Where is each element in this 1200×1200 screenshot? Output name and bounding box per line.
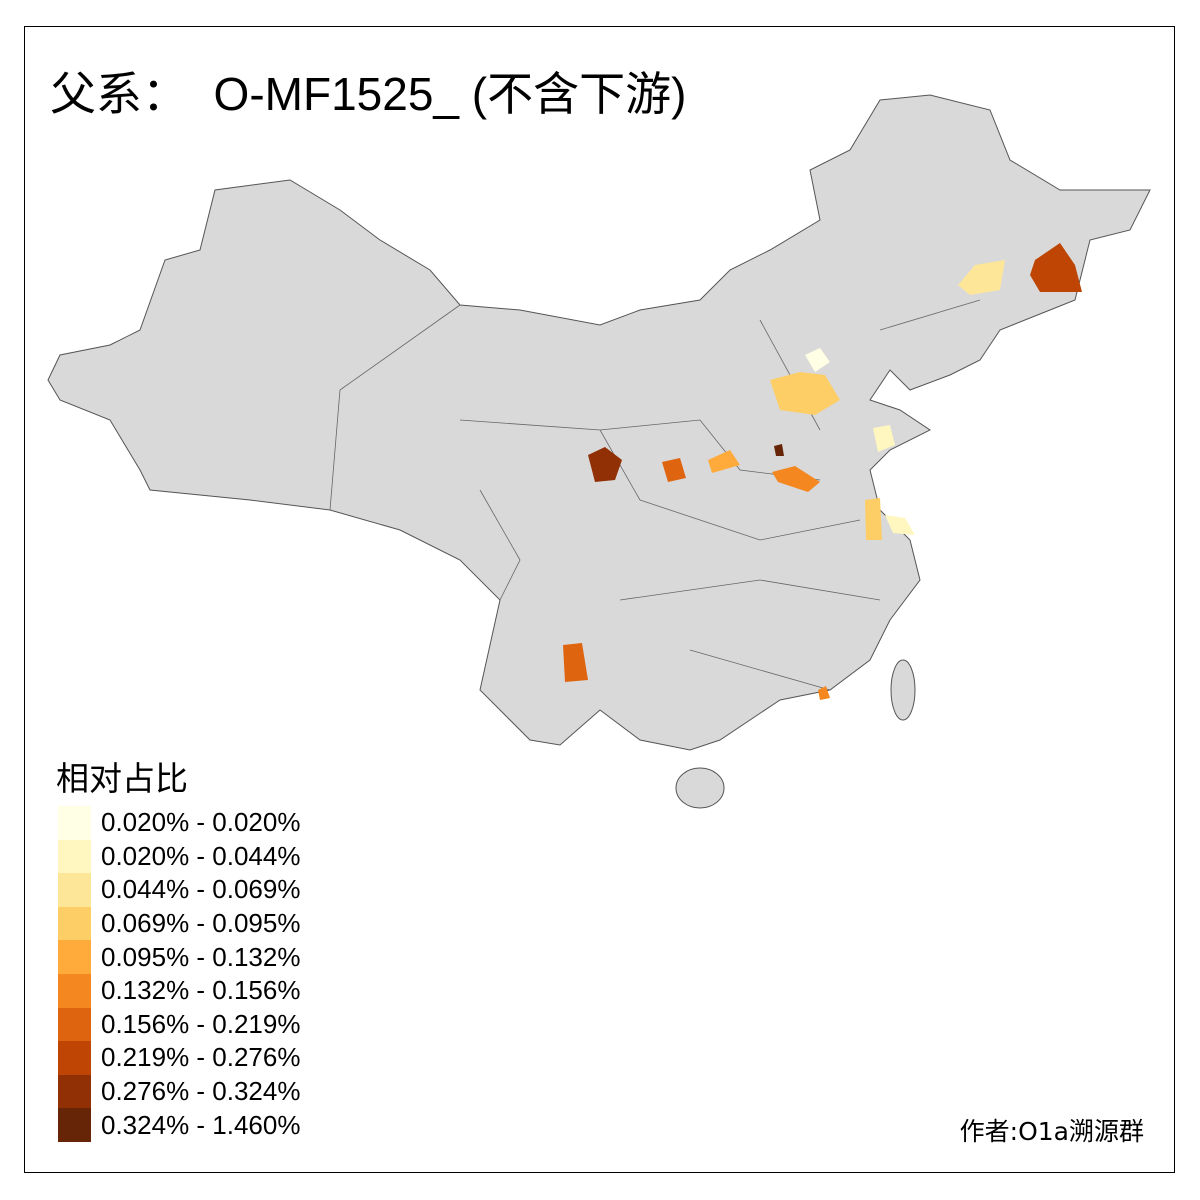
hainan: [675, 767, 725, 809]
region-shandong: [873, 425, 895, 452]
legend-item: 0.044% - 0.069%: [58, 873, 300, 907]
region-jilin: [958, 260, 1005, 295]
legend-item: 0.156% - 0.219%: [58, 1007, 301, 1042]
legend-label: 0.020% - 0.044%: [101, 840, 301, 871]
region-shaanxi: [662, 458, 686, 482]
legend-swatch: [58, 973, 91, 1008]
legend-label: 0.095% - 0.132%: [101, 941, 301, 972]
region-shanxi-south: [708, 450, 740, 473]
legend-swatch: [58, 839, 91, 874]
legend-item: 0.020% - 0.020%: [58, 806, 300, 840]
legend-label: 0.020% - 0.020%: [101, 807, 301, 838]
region-yunnan: [563, 643, 588, 682]
legend-label: 0.132% - 0.156%: [101, 975, 301, 1006]
legend-swatch: [58, 906, 91, 941]
author-credit: 作者:O1a溯源群: [959, 1117, 1144, 1146]
region-anhui: [865, 498, 882, 540]
region-henan: [772, 466, 820, 492]
region-henan-north: [774, 444, 784, 456]
legend-item: 0.276% - 0.324%: [58, 1074, 301, 1109]
legend-item: 0.069% - 0.095%: [58, 906, 301, 941]
legend-label: 0.276% - 0.324%: [101, 1076, 301, 1107]
legend-item: 0.132% - 0.156%: [58, 973, 301, 1008]
region-heilongjiang-east: [1030, 243, 1082, 292]
legend: 0.020% - 0.020% 0.020% - 0.044% 0.044% - 0…: [58, 806, 300, 1142]
legend-swatch: [58, 1007, 91, 1042]
legend-title: 相对占比: [56, 759, 188, 798]
highlighted-regions: [563, 243, 1082, 700]
legend-swatch: [58, 1108, 91, 1142]
map-title: 父系： O-MF1525_ (不含下游): [50, 68, 687, 120]
legend-swatch: [58, 1041, 91, 1075]
legend-label: 0.156% - 0.219%: [101, 1008, 301, 1039]
legend-swatch: [58, 940, 91, 974]
region-hebei: [770, 372, 840, 415]
legend-swatch: [58, 873, 91, 907]
legend-item: 0.219% - 0.276%: [58, 1041, 300, 1075]
taiwan: [890, 659, 916, 721]
region-guangdong: [818, 686, 830, 700]
mainland-china: [47, 94, 1151, 751]
region-jiangsu: [885, 515, 915, 535]
legend-swatch: [58, 806, 91, 840]
legend-item: 0.095% - 0.132%: [58, 940, 300, 974]
legend-item: 0.324% - 1.460%: [58, 1108, 300, 1142]
region-beijing: [805, 348, 830, 372]
legend-label: 0.044% - 0.069%: [101, 874, 301, 905]
region-gansu: [588, 447, 622, 482]
map-frame: [24, 26, 1175, 1173]
legend-label: 0.324% - 1.460%: [101, 1109, 301, 1140]
legend-item: 0.020% - 0.044%: [58, 839, 301, 874]
legend-label: 0.069% - 0.095%: [101, 908, 301, 939]
legend-swatch: [58, 1074, 91, 1109]
legend-label: 0.219% - 0.276%: [101, 1042, 301, 1073]
